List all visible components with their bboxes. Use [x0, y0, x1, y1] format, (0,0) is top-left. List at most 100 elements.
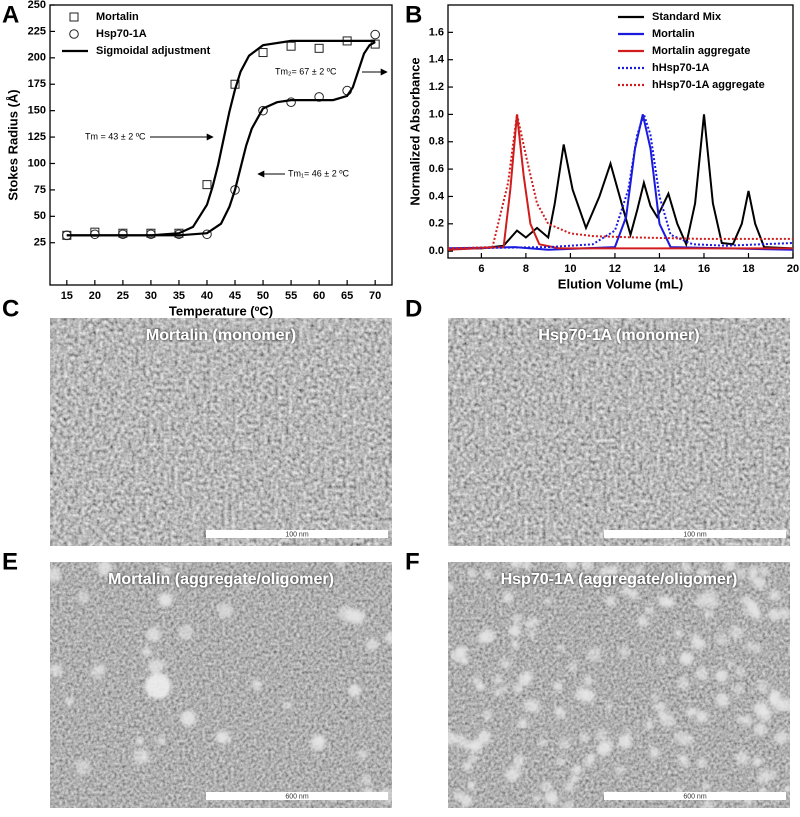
legend-label: Mortalin: [652, 28, 695, 40]
aggregate: [97, 562, 113, 576]
aggregate: [605, 703, 613, 711]
plot-frame: [49, 4, 393, 286]
x-tick-label: 25: [117, 290, 129, 302]
aggregate: [493, 675, 503, 685]
aggregate: [554, 707, 567, 720]
aggregate: [215, 731, 227, 743]
aggregate: [467, 780, 476, 790]
marker-circle: [258, 105, 268, 116]
aggregate: [741, 596, 752, 607]
aggregate: [752, 643, 763, 654]
aggregate: [674, 731, 687, 745]
y-tick-label: 1.4: [429, 54, 445, 66]
legend-label: Standard Mix: [652, 11, 722, 23]
x-tick-label: 45: [229, 290, 241, 302]
aggregate: [564, 575, 574, 584]
panel-letter: C: [2, 295, 19, 322]
marker-circle: [69, 29, 79, 39]
y-tick-label: 0.8: [429, 136, 444, 148]
x-axis-title: Elution Volume (mL): [558, 276, 683, 291]
aggregate: [483, 569, 493, 579]
aggregate: [527, 628, 537, 638]
y-tick-label: 250: [28, 0, 46, 11]
aggregate: [633, 565, 643, 575]
legend-label: hHsp70-1A: [652, 62, 710, 74]
series-line: [447, 111, 794, 250]
aggregate: [756, 680, 769, 693]
aggregate: [784, 785, 790, 794]
aggregate: [510, 562, 522, 569]
aggregate: [50, 663, 63, 677]
aggregate: [283, 700, 293, 711]
aggregate: [482, 710, 493, 721]
aggregate: [530, 701, 541, 713]
legend-label: Sigmoidal adjustment: [96, 45, 211, 57]
aggregate: [769, 689, 781, 701]
aggregate: [360, 775, 371, 786]
aggregate: [697, 567, 709, 580]
aggregate: [629, 590, 638, 599]
aggregate: [623, 572, 637, 586]
aggregate: [448, 582, 454, 593]
x-tick-label: 16: [698, 263, 710, 275]
aggregate: [467, 568, 477, 579]
scale-bar: [604, 530, 786, 538]
aggregate: [646, 718, 654, 726]
aggregate: [521, 562, 532, 569]
panel-letter: A: [2, 1, 19, 28]
x-tick-label: 8: [523, 263, 529, 275]
aggregate: [742, 715, 753, 726]
aggregate: [500, 685, 508, 693]
aggregate: [507, 765, 522, 780]
marker-square: [69, 12, 79, 22]
marker-square: [314, 43, 324, 53]
aggregate: [715, 633, 728, 646]
aggregate: [748, 572, 757, 582]
aggregate: [476, 682, 486, 692]
panel-letter: F: [405, 548, 420, 575]
aggregate: [594, 573, 603, 583]
aggregate: [706, 597, 719, 609]
aggregate: [366, 638, 379, 651]
aggregate: [75, 759, 91, 775]
aggregate: [579, 732, 590, 743]
aggregate: [597, 741, 611, 756]
aggregate: [605, 595, 617, 607]
aggregate: [581, 562, 593, 571]
panel-letter: E: [2, 548, 18, 575]
x-tick-label: 20: [89, 290, 101, 302]
aggregate: [556, 756, 566, 766]
y-tick-label: 1.2: [429, 81, 444, 93]
aggregate: [754, 723, 767, 736]
aggregate: [661, 713, 676, 728]
aggregate: [469, 741, 480, 752]
aggregate: [679, 652, 691, 663]
x-tick-label: 10: [564, 263, 576, 275]
aggregate: [663, 574, 671, 582]
aggregate: [586, 753, 596, 763]
series-line: [448, 114, 794, 250]
micrograph-c: [50, 318, 392, 546]
aggregate: [779, 607, 790, 619]
aggregate: [769, 589, 781, 601]
aggregate: [618, 734, 632, 749]
aggregate: [351, 610, 366, 625]
aggregate: [454, 733, 467, 746]
y-tick-label: 0.4: [429, 190, 445, 202]
aggregate: [570, 774, 578, 783]
y-tick-label: 150: [28, 105, 46, 117]
legend-label: Hsp70-1A: [96, 28, 147, 40]
aggregates-e: [50, 562, 392, 804]
aggregate: [502, 592, 514, 604]
aggregate: [145, 673, 171, 699]
scale-label: 100 nm: [683, 531, 707, 538]
panel-letter: D: [405, 295, 422, 322]
y-tick-label: 1.6: [429, 26, 444, 38]
aggregate: [686, 707, 697, 717]
x-tick-label: 40: [201, 290, 213, 302]
y-tick-label: 100: [28, 157, 46, 169]
aggregate: [665, 597, 675, 608]
y-tick-label: 50: [34, 210, 46, 222]
aggregate: [759, 565, 770, 576]
aggregate: [540, 780, 553, 793]
